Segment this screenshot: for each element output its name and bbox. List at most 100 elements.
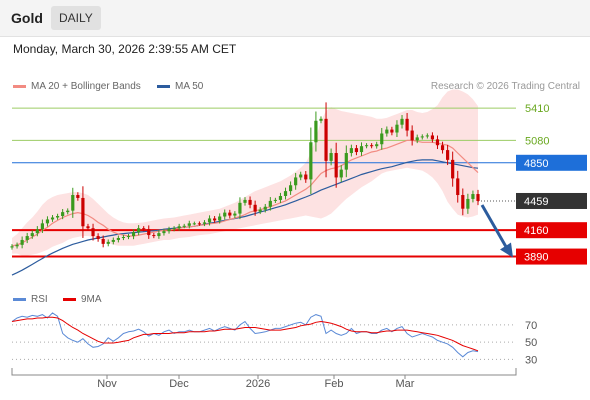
rsi-ma-line: [11, 316, 479, 352]
candle-body: [248, 199, 252, 205]
candle-body: [91, 228, 95, 237]
candle-body: [420, 136, 424, 138]
current-price-box: [516, 192, 587, 209]
support-label-4160: 4160: [524, 225, 548, 237]
candle-body: [142, 228, 146, 230]
top-bar: Gold DAILY: [0, 0, 590, 37]
candle-body: [228, 212, 232, 216]
asset-name: Gold: [11, 10, 43, 26]
candles-layer: [10, 102, 480, 250]
candle-body: [390, 129, 394, 133]
candle-body: [243, 199, 247, 203]
candle-body: [50, 217, 55, 220]
candle-body: [288, 185, 293, 192]
x-tick-label: Dec: [169, 378, 189, 390]
candle-body: [218, 216, 222, 221]
candle-body: [385, 129, 389, 134]
resistance-label-5410: 5410: [525, 103, 549, 115]
candle-body: [121, 237, 126, 239]
ma50-legend-label: MA 50: [175, 81, 204, 92]
candle-body: [451, 159, 455, 179]
support-box-3890: [516, 248, 587, 265]
candle-body: [263, 206, 267, 210]
candle-body: [202, 222, 207, 224]
candle-body: [116, 238, 120, 240]
period-badge[interactable]: DAILY: [51, 6, 101, 30]
support-label-3890: 3890: [524, 252, 548, 264]
candle-body: [405, 118, 409, 131]
candle-body: [344, 153, 348, 170]
x-tick-label: Mar: [396, 378, 415, 390]
candle-body: [162, 231, 166, 234]
candle-body: [446, 150, 450, 160]
candle-body: [359, 146, 364, 153]
rsi-tick-70: 70: [525, 320, 537, 332]
candle-body: [106, 241, 110, 244]
forecast-arrow-head: [500, 242, 513, 258]
x-axis-line: [11, 368, 517, 376]
candle-body: [15, 244, 19, 247]
candle-body: [10, 246, 14, 248]
pivot-box-4850: [516, 154, 587, 171]
candle-body: [25, 236, 29, 240]
candle-body: [66, 210, 70, 213]
forecast-arrow-layer: [480, 204, 513, 258]
candle-body: [476, 194, 480, 201]
current-price-label: 4459: [524, 196, 548, 208]
candle-body: [192, 223, 196, 225]
candle-body: [299, 174, 303, 178]
candle-body: [294, 177, 298, 186]
rsi-legend-label: RSI: [31, 294, 48, 305]
candle-body: [370, 145, 374, 147]
candle-body: [126, 236, 131, 238]
candle-body: [410, 130, 414, 141]
candle-body: [20, 239, 24, 245]
candle-body: [152, 235, 156, 237]
candle-body: [324, 118, 328, 161]
candle-body: [278, 196, 283, 200]
candle-body: [435, 139, 440, 146]
candle-body: [61, 212, 65, 217]
rsi-tick-30: 30: [525, 354, 537, 366]
legend-rsi-ma: 9MA: [63, 294, 102, 305]
candle-body: [55, 216, 60, 218]
candle-body: [395, 124, 399, 133]
level-labels-layer: 5410 5080 4850 4459 4160 3890: [516, 103, 587, 265]
candle-body: [40, 223, 44, 230]
moving-average-layer: [11, 139, 479, 276]
candle-body: [425, 135, 429, 137]
candle-body: [304, 174, 308, 180]
time-axis: Nov Dec 2026 Feb Mar: [11, 368, 517, 390]
candle-body: [182, 225, 186, 227]
resistance-label-5080: 5080: [525, 135, 549, 147]
rsi-ma-legend-label: 9MA: [81, 294, 102, 305]
bollinger-band-layer: [12, 89, 478, 256]
candle-body: [273, 199, 277, 201]
ma20-swatch: [13, 84, 26, 88]
candle-body: [354, 148, 359, 153]
rsi-swatch: [13, 297, 26, 301]
candle-body: [466, 198, 470, 209]
candle-body: [213, 218, 217, 221]
legend-rsi: RSI: [13, 294, 48, 305]
candle-body: [147, 229, 151, 236]
candle-body: [258, 209, 262, 212]
candle-body: [283, 191, 288, 196]
rsi-line: [11, 312, 479, 358]
candle-body: [131, 232, 136, 237]
ma20-legend-label: MA 20 + Bollinger Bands: [31, 81, 141, 92]
candle-body: [415, 137, 419, 141]
candle-body: [268, 200, 272, 207]
candle-body: [197, 223, 202, 225]
candle-body: [71, 195, 75, 211]
candle-body: [76, 195, 80, 198]
candle-body: [81, 197, 85, 227]
candle-body: [223, 212, 227, 217]
candle-body: [35, 229, 39, 234]
rsi-ma-swatch: [63, 297, 76, 301]
x-tick-label: Nov: [97, 378, 117, 390]
candle-body: [233, 213, 237, 216]
candle-body: [329, 153, 333, 161]
candle-body: [364, 145, 369, 147]
